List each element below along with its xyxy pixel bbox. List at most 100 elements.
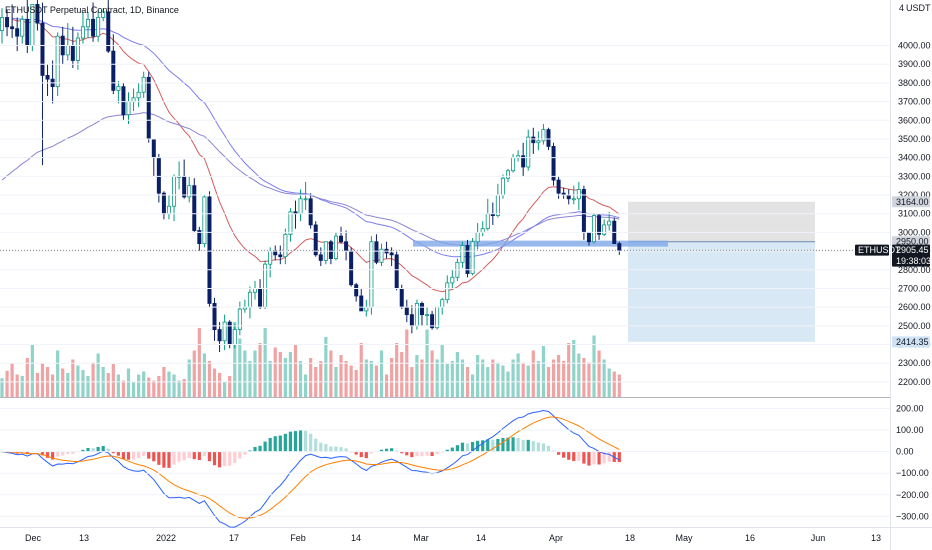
candle-body	[607, 220, 612, 226]
time-label[interactable]: 2022	[156, 533, 176, 543]
time-label[interactable]: Feb	[290, 533, 306, 543]
candle-body	[247, 291, 252, 308]
horizontal-level[interactable]	[0, 240, 890, 251]
price-tick-label[interactable]: 4000.00	[898, 41, 931, 51]
time-label[interactable]: Dec	[25, 533, 42, 543]
macd-histogram-bar	[212, 451, 217, 466]
price-tick-label[interactable]: 3200.00	[898, 190, 931, 200]
profit-zone[interactable]	[628, 201, 815, 242]
loss-zone[interactable]	[628, 241, 815, 342]
macd-tick-label[interactable]: 200.00	[896, 403, 924, 413]
volume-bar	[481, 359, 485, 397]
macd-histogram-bar	[309, 433, 313, 452]
price-tick-label[interactable]: 3700.00	[898, 97, 931, 107]
price-tick-label[interactable]: 2600.00	[898, 302, 931, 312]
position-zones[interactable]	[628, 201, 815, 342]
price-tick-label[interactable]: 2800.00	[898, 265, 931, 275]
macd-tick-label[interactable]: −100.00	[896, 468, 929, 478]
candle-body	[197, 230, 202, 245]
price-tick-label[interactable]: 2300.00	[898, 358, 931, 368]
time-label[interactable]: 14	[351, 533, 361, 543]
volume-bar	[91, 362, 95, 397]
price-tick-label[interactable]: 3800.00	[898, 78, 931, 88]
price-tick-label[interactable]: 3600.00	[898, 115, 931, 125]
candle-body	[146, 76, 151, 140]
candle-body	[480, 228, 485, 233]
last-price-tag-text: 2905.45	[896, 245, 929, 255]
macd-histogram-bar	[197, 451, 201, 461]
macd-pane	[0, 409, 890, 528]
volume-bar	[496, 362, 500, 397]
volume-bar	[587, 362, 591, 397]
time-label[interactable]: May	[675, 533, 693, 543]
macd-histogram-bar	[233, 451, 237, 463]
time-label[interactable]: 16	[745, 533, 755, 543]
macd-tick-label[interactable]: 100.00	[896, 425, 924, 435]
candle-body	[531, 136, 536, 144]
macd-tick-label[interactable]: −200.00	[896, 490, 929, 500]
volume-bar	[339, 355, 343, 397]
macd-histogram-bar	[541, 443, 546, 452]
macd-histogram-bar	[592, 451, 596, 465]
macd-histogram-bar	[81, 449, 85, 452]
time-label[interactable]: 14	[476, 533, 486, 543]
macd-histogram-bar	[379, 449, 384, 452]
macd-histogram-bar	[491, 439, 495, 452]
volume-bar	[359, 343, 363, 397]
volume-bar	[20, 376, 24, 397]
macd-histogram-bar	[390, 448, 394, 452]
macd-histogram-bar	[384, 448, 389, 452]
macd-histogram-bar	[445, 449, 449, 452]
time-axis[interactable]: Dec 13 2022 17 Feb 14 Mar 14 Apr 18 May 16 Jun 13	[25, 533, 881, 543]
time-label[interactable]: 17	[229, 533, 239, 543]
macd-tick-label[interactable]: 0.00	[896, 447, 914, 457]
price-axis[interactable]: 4000.00 3900.00 3800.00 3700.00 3600.00 3500.…	[0, 41, 931, 522]
support-level-band[interactable]	[413, 240, 668, 247]
time-label[interactable]: Apr	[549, 533, 563, 543]
price-tick-label[interactable]: 2500.00	[898, 321, 931, 331]
price-tick-label[interactable]: 3400.00	[898, 153, 931, 163]
macd-histogram-bar	[470, 441, 475, 452]
price-tick-label[interactable]: 3500.00	[898, 134, 931, 144]
macd-histogram-bar	[430, 451, 434, 456]
price-tick-label[interactable]: 3900.00	[898, 59, 931, 69]
price-tick-label[interactable]: 2700.00	[898, 283, 931, 293]
macd-histogram-bar	[142, 451, 146, 456]
price-tick-label[interactable]: 3100.00	[898, 209, 931, 219]
macd-histogram-bar	[258, 445, 262, 452]
macd-histogram-bar	[531, 441, 535, 452]
volume-bar	[223, 382, 227, 397]
volume-bar	[228, 376, 232, 397]
volume-bar	[106, 373, 110, 397]
time-label[interactable]: Jun	[811, 533, 826, 543]
macd-histogram-bar	[582, 451, 586, 464]
candle-body	[161, 192, 166, 215]
macd-histogram-bar	[61, 451, 65, 456]
macd-tick-label[interactable]: −300.00	[896, 511, 929, 521]
candle-body	[536, 140, 541, 144]
time-label[interactable]: 13	[871, 533, 881, 543]
macd-histogram-bar	[131, 451, 136, 460]
entry-price-tag: 2950.00	[892, 236, 930, 248]
macd-histogram-bar	[167, 451, 171, 468]
volume-bar	[374, 365, 379, 397]
price-tick-label[interactable]: 3000.00	[898, 227, 931, 237]
target-price-tag-text: 3164.00	[896, 197, 929, 207]
macd-histogram-bar	[364, 451, 368, 459]
candle-body	[404, 306, 409, 316]
candle-body	[278, 254, 283, 258]
price-tick-label[interactable]: 3300.00	[898, 171, 931, 181]
price-tick-label[interactable]: 2200.00	[898, 377, 931, 387]
volume-bar	[319, 361, 323, 397]
volume-bar	[177, 380, 181, 397]
candle-body	[495, 194, 500, 216]
time-label[interactable]: 13	[79, 533, 89, 543]
time-label[interactable]: Mar	[413, 533, 429, 543]
macd-histogram-bar	[526, 439, 530, 452]
volume-bar	[384, 374, 389, 397]
time-label[interactable]: 18	[625, 533, 635, 543]
candle-body	[460, 245, 465, 263]
volume-bar	[395, 343, 399, 397]
